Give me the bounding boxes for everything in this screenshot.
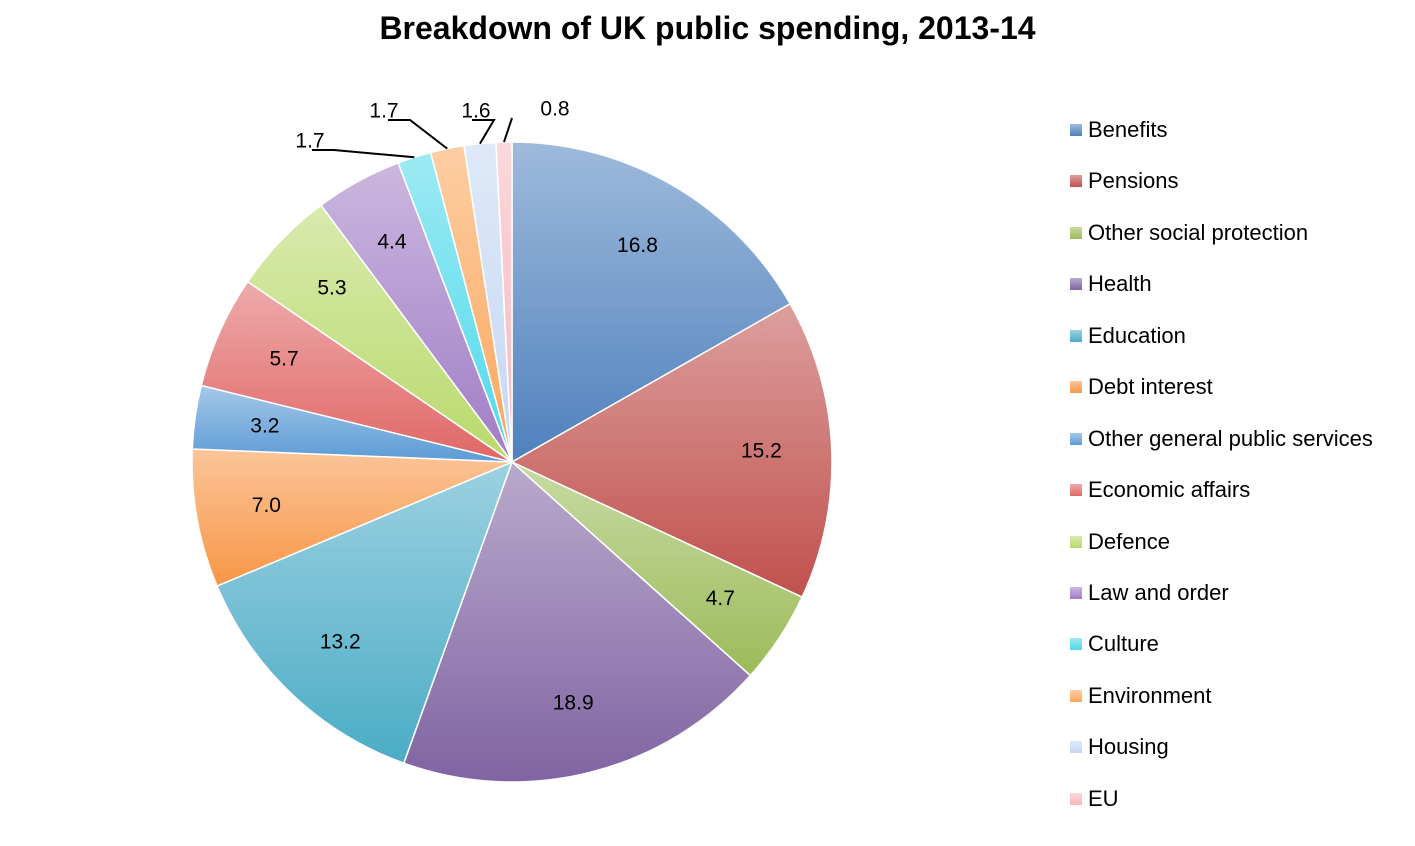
legend-label: Debt interest <box>1088 374 1213 400</box>
legend-label: Pensions <box>1088 168 1179 194</box>
legend-label: Health <box>1088 271 1152 297</box>
legend-item-benefits: Benefits <box>1070 115 1415 166</box>
data-label-other-social-protection: 4.7 <box>706 587 735 610</box>
data-label-pensions: 15.2 <box>741 439 782 462</box>
data-label-other-general-public-services: 3.2 <box>250 414 279 437</box>
slice-pensions <box>510 302 833 599</box>
legend-swatch <box>1070 226 1082 239</box>
legend-label: Environment <box>1088 682 1212 708</box>
legend-label: Other general public services <box>1088 425 1373 451</box>
legend-swatch <box>1070 124 1082 136</box>
legend-item-housing: Housing <box>1070 732 1415 783</box>
leader-line-environment <box>388 119 448 150</box>
legend-swatch <box>1070 638 1082 651</box>
leader-line-housing <box>472 119 496 145</box>
data-label-housing: 1.6 <box>461 100 490 123</box>
pie-slices <box>191 141 833 783</box>
leader-line-eu <box>503 117 513 143</box>
legend-item-debt-interest: Debt interest <box>1070 372 1415 423</box>
slice-debt-interest <box>191 448 513 588</box>
legend-label: Culture <box>1088 631 1159 657</box>
legend-item-other-social-protection: Other social protection <box>1070 218 1415 269</box>
data-label-defence: 5.3 <box>317 277 346 300</box>
data-label-education: 13.2 <box>320 631 361 654</box>
data-label-economic-affairs: 5.7 <box>270 348 299 371</box>
legend-label: Benefits <box>1088 117 1168 142</box>
legend-item-economic-affairs: Economic affairs <box>1070 475 1415 526</box>
legend-swatch <box>1070 175 1082 188</box>
slice-health <box>402 460 752 783</box>
legend-label: Defence <box>1088 528 1170 554</box>
legend-swatch <box>1070 329 1082 342</box>
legend-swatch <box>1070 432 1082 445</box>
legend-item-eu: EU <box>1070 784 1415 835</box>
legend-label: Housing <box>1088 734 1169 760</box>
legend-item-environment: Environment <box>1070 681 1415 732</box>
data-label-benefits: 16.8 <box>617 234 658 257</box>
legend-item-pensions: Pensions <box>1070 166 1415 217</box>
slice-education <box>216 460 514 765</box>
legend-swatch <box>1070 689 1082 702</box>
data-label-health: 18.9 <box>553 692 594 715</box>
legend-label: Education <box>1088 322 1186 348</box>
chart-title: Breakdown of UK public spending, 2013-14 <box>379 10 1036 46</box>
legend-swatch <box>1070 484 1082 497</box>
data-labels: 16.8 15.2 4.7 18.9 13.2 7.0 3.2 5.7 5.3 4.4 1.7 1.7… <box>250 98 782 715</box>
legend-item-education: Education <box>1070 321 1415 372</box>
legend-swatch <box>1070 586 1082 599</box>
legend-label: Other social protection <box>1088 219 1309 245</box>
leader-line-culture <box>312 149 415 159</box>
legend-swatch <box>1070 741 1082 754</box>
leader-lines <box>312 117 513 159</box>
data-label-law-and-order: 4.4 <box>377 231 407 254</box>
legend: Benefits Pensions Other social protection H… <box>1070 115 1415 835</box>
legend-swatch <box>1070 792 1082 805</box>
legend-label: Law and order <box>1088 579 1229 605</box>
legend-label: Economic affairs <box>1088 477 1251 503</box>
slice-benefits <box>511 141 792 464</box>
data-label-debt-interest: 7.0 <box>252 494 281 517</box>
legend-item-law-and-order: Law and order <box>1070 578 1415 629</box>
legend-swatch <box>1070 278 1082 291</box>
data-label-environment: 1.7 <box>369 100 398 123</box>
slice-eu <box>495 141 513 463</box>
legend-item-health: Health <box>1070 269 1415 320</box>
legend-item-other-general-public-services: Other general public services <box>1070 424 1415 475</box>
legend-item-defence: Defence <box>1070 527 1415 578</box>
legend-item-culture: Culture <box>1070 629 1415 680</box>
data-label-eu: 0.8 <box>540 98 569 121</box>
legend-swatch <box>1070 535 1082 548</box>
data-label-culture: 1.7 <box>295 130 324 153</box>
legend-swatch <box>1070 381 1082 394</box>
legend-label: EU <box>1088 785 1119 811</box>
